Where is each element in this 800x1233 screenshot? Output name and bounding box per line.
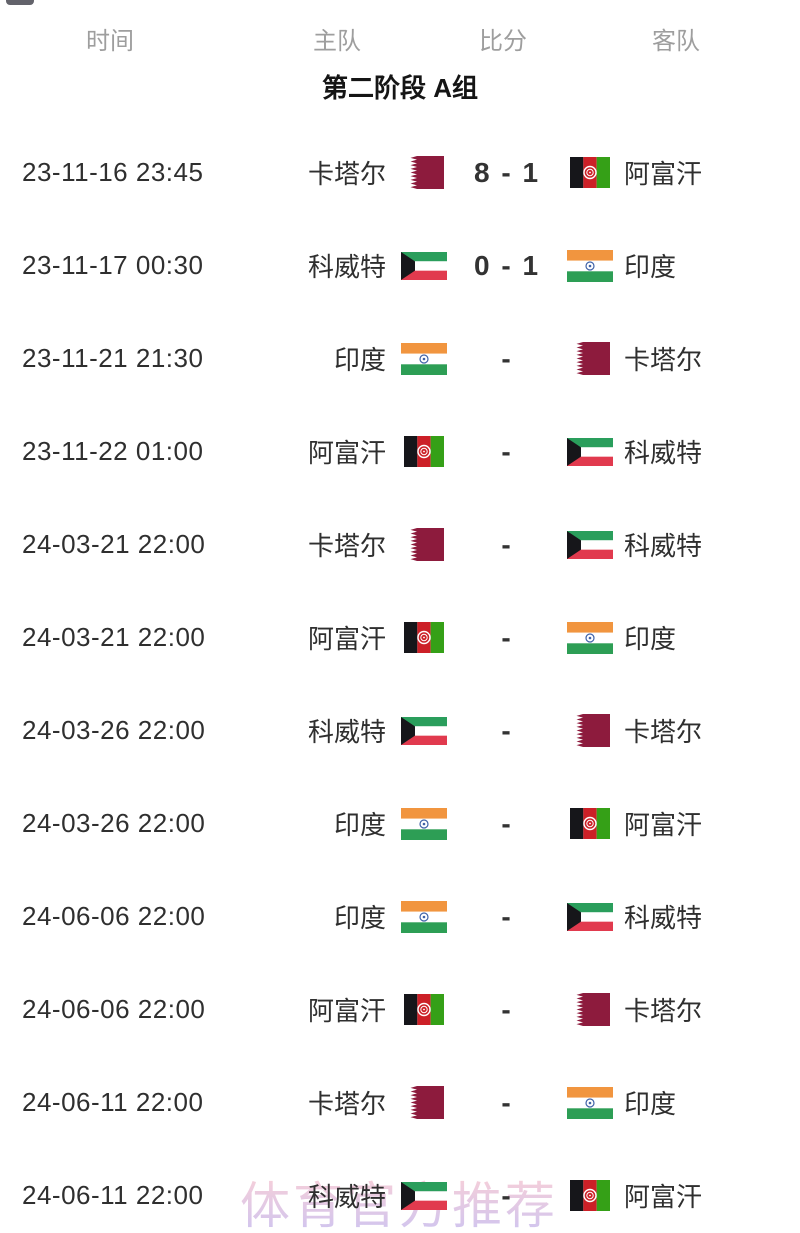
- match-row[interactable]: 24-03-26 22:00 科威特 - 卡塔尔: [0, 684, 800, 777]
- match-row[interactable]: 24-03-26 22:00 印度 - 阿富汗: [0, 777, 800, 870]
- away-team-name: 科威特: [624, 903, 703, 933]
- match-row[interactable]: 23-11-16 23:45 卡塔尔 8 - 1 阿富汗: [0, 126, 800, 219]
- match-time: 24-06-06 22:00: [22, 994, 206, 1024]
- match-list: 23-11-16 23:45 卡塔尔 8 - 1 阿富汗 23-11-17 00…: [0, 126, 800, 1233]
- column-header-score: 比分: [479, 27, 527, 55]
- match-row[interactable]: 24-06-06 22:00 印度 - 科威特: [0, 870, 800, 963]
- match-score: 8 - 1: [473, 156, 541, 188]
- home-team-name: 科威特: [307, 1182, 386, 1212]
- india-flag-icon: [400, 807, 448, 840]
- away-team-name: 阿富汗: [624, 810, 703, 840]
- home-team-name: 阿富汗: [307, 438, 386, 468]
- home-team-name: 科威特: [307, 717, 386, 747]
- qatar-flag-icon: [566, 993, 614, 1026]
- match-row[interactable]: 24-06-06 22:00 阿富汗 - 卡塔尔: [0, 963, 800, 1056]
- home-team-name: 印度: [333, 903, 386, 933]
- column-header-time: 时间: [86, 27, 134, 55]
- away-team-name: 阿富汗: [624, 159, 703, 189]
- home-team-name: 科威特: [307, 252, 386, 282]
- away-team-name: 卡塔尔: [624, 717, 703, 747]
- match-time: 23-11-16 23:45: [22, 157, 204, 187]
- match-row[interactable]: 24-03-21 22:00 卡塔尔 - 科威特: [0, 498, 800, 591]
- india-flag-icon: [566, 249, 614, 282]
- kuwait-flag-icon: [400, 251, 448, 280]
- afghanistan-flag-icon: [400, 622, 448, 653]
- india-flag-icon: [400, 900, 448, 933]
- home-team-name: 阿富汗: [307, 624, 386, 654]
- qatar-flag-icon: [400, 528, 448, 561]
- match-time: 24-06-11 22:00: [22, 1180, 204, 1210]
- column-headers: 时间 主队 比分 客队: [0, 0, 800, 62]
- match-row[interactable]: 24-06-11 22:00 卡塔尔 - 印度: [0, 1056, 800, 1149]
- kuwait-flag-icon: [400, 716, 448, 745]
- away-team-name: 卡塔尔: [624, 345, 703, 375]
- home-team-name: 印度: [333, 810, 386, 840]
- match-score: -: [501, 807, 513, 839]
- match-row[interactable]: 23-11-22 01:00 阿富汗 - 科威特: [0, 405, 800, 498]
- qatar-flag-icon: [566, 714, 614, 747]
- corner-artifact: [6, 0, 34, 5]
- match-score: -: [501, 621, 513, 653]
- afghanistan-flag-icon: [566, 808, 614, 839]
- home-team-name: 卡塔尔: [307, 159, 386, 189]
- match-time: 23-11-22 01:00: [22, 436, 204, 466]
- match-score: -: [501, 714, 513, 746]
- match-score: -: [501, 342, 513, 374]
- afghanistan-flag-icon: [400, 436, 448, 467]
- match-row[interactable]: 24-03-21 22:00 阿富汗 - 印度: [0, 591, 800, 684]
- qatar-flag-icon: [566, 342, 614, 375]
- away-team-name: 卡塔尔: [624, 996, 703, 1026]
- match-score: -: [501, 1179, 513, 1211]
- away-team-name: 印度: [624, 624, 677, 654]
- home-team-name: 印度: [333, 345, 386, 375]
- match-score: -: [501, 528, 513, 560]
- kuwait-flag-icon: [566, 437, 614, 466]
- match-time: 23-11-21 21:30: [22, 343, 204, 373]
- home-team-name: 卡塔尔: [307, 1089, 386, 1119]
- kuwait-flag-icon: [566, 530, 614, 559]
- match-row[interactable]: 23-11-21 21:30 印度 - 卡塔尔: [0, 312, 800, 405]
- away-team-name: 印度: [624, 1089, 677, 1119]
- match-score: -: [501, 1086, 513, 1118]
- group-title: 第二阶段 A组: [321, 73, 478, 103]
- home-team-name: 阿富汗: [307, 996, 386, 1026]
- india-flag-icon: [400, 342, 448, 375]
- column-header-away: 客队: [652, 27, 700, 55]
- afghanistan-flag-icon: [566, 157, 614, 188]
- match-score: 0 - 1: [473, 249, 541, 281]
- afghanistan-flag-icon: [566, 1180, 614, 1211]
- away-team-name: 科威特: [624, 438, 703, 468]
- qatar-flag-icon: [400, 156, 448, 189]
- match-score: -: [501, 993, 513, 1025]
- afghanistan-flag-icon: [400, 994, 448, 1025]
- away-team-name: 科威特: [624, 531, 703, 561]
- match-time: 24-06-11 22:00: [22, 1087, 204, 1117]
- qatar-flag-icon: [400, 1086, 448, 1119]
- match-row[interactable]: 23-11-17 00:30 科威特 0 - 1 印度: [0, 219, 800, 312]
- home-team-name: 卡塔尔: [307, 531, 386, 561]
- match-time: 24-03-26 22:00: [22, 808, 206, 838]
- away-team-name: 阿富汗: [624, 1182, 703, 1212]
- match-time: 24-03-26 22:00: [22, 715, 206, 745]
- match-time: 24-03-21 22:00: [22, 529, 206, 559]
- column-header-home: 主队: [313, 27, 361, 55]
- kuwait-flag-icon: [400, 1181, 448, 1210]
- match-time: 24-06-06 22:00: [22, 901, 206, 931]
- match-row[interactable]: 24-06-11 22:00 科威特 - 阿富汗: [0, 1149, 800, 1233]
- india-flag-icon: [566, 621, 614, 654]
- match-time: 24-03-21 22:00: [22, 622, 206, 652]
- match-score: -: [501, 900, 513, 932]
- match-time: 23-11-17 00:30: [22, 250, 204, 280]
- match-score: -: [501, 435, 513, 467]
- india-flag-icon: [566, 1086, 614, 1119]
- kuwait-flag-icon: [566, 902, 614, 931]
- away-team-name: 印度: [624, 252, 677, 282]
